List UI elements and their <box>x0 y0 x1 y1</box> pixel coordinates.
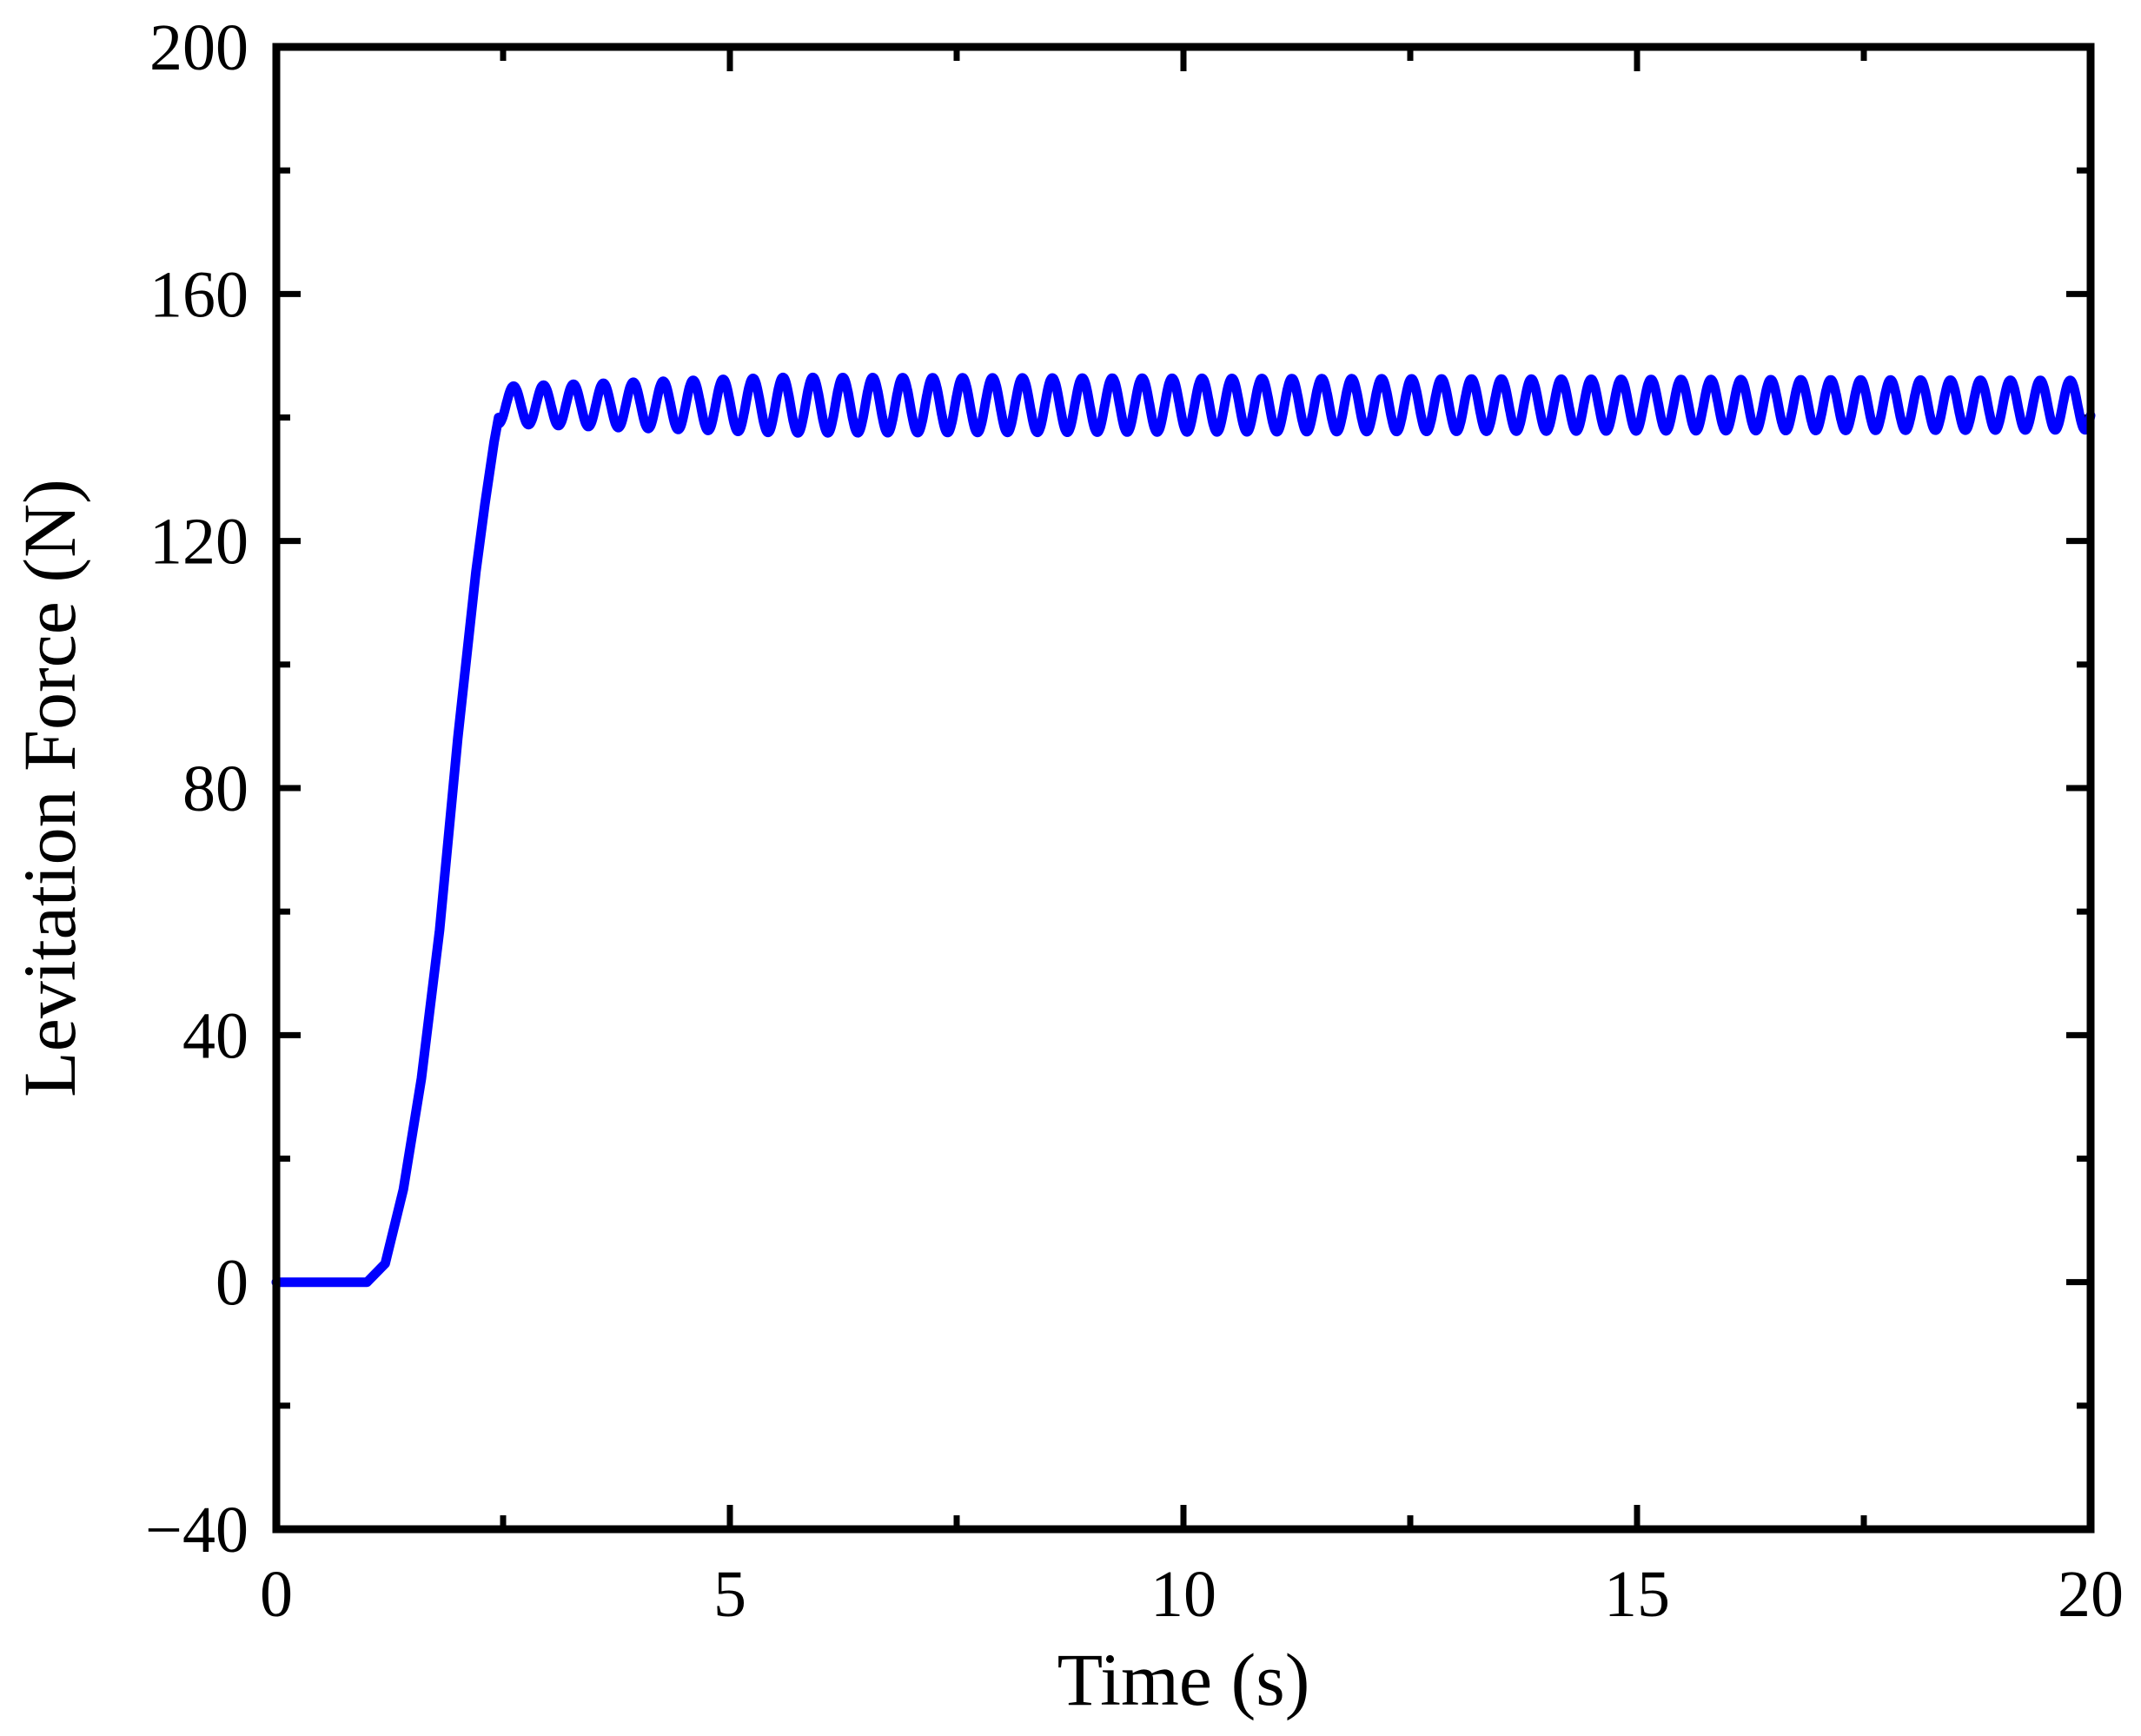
x-tick-label: 0 <box>260 1558 293 1631</box>
y-tick-label: −40 <box>145 1494 249 1567</box>
tick-marks <box>273 43 2094 1533</box>
series-line <box>271 372 2096 1288</box>
y-tick-label: 160 <box>149 258 249 331</box>
plot-frame <box>272 43 2095 1534</box>
y-tick-label: 40 <box>182 999 249 1072</box>
x-tick-label: 10 <box>1150 1558 1216 1631</box>
y-tick-label: 0 <box>215 1247 249 1320</box>
x-tick-label: 5 <box>713 1558 746 1631</box>
x-axis-title: Time (s) <box>1057 1638 1310 1721</box>
y-tick-label: 200 <box>149 11 249 84</box>
y-axis-title: Levitation Force (N) <box>8 479 91 1097</box>
x-tick-label: 20 <box>2058 1558 2124 1631</box>
x-tick-label: 15 <box>1604 1558 1670 1631</box>
y-tick-label: 80 <box>182 752 249 825</box>
y-tick-label: 120 <box>149 506 249 579</box>
